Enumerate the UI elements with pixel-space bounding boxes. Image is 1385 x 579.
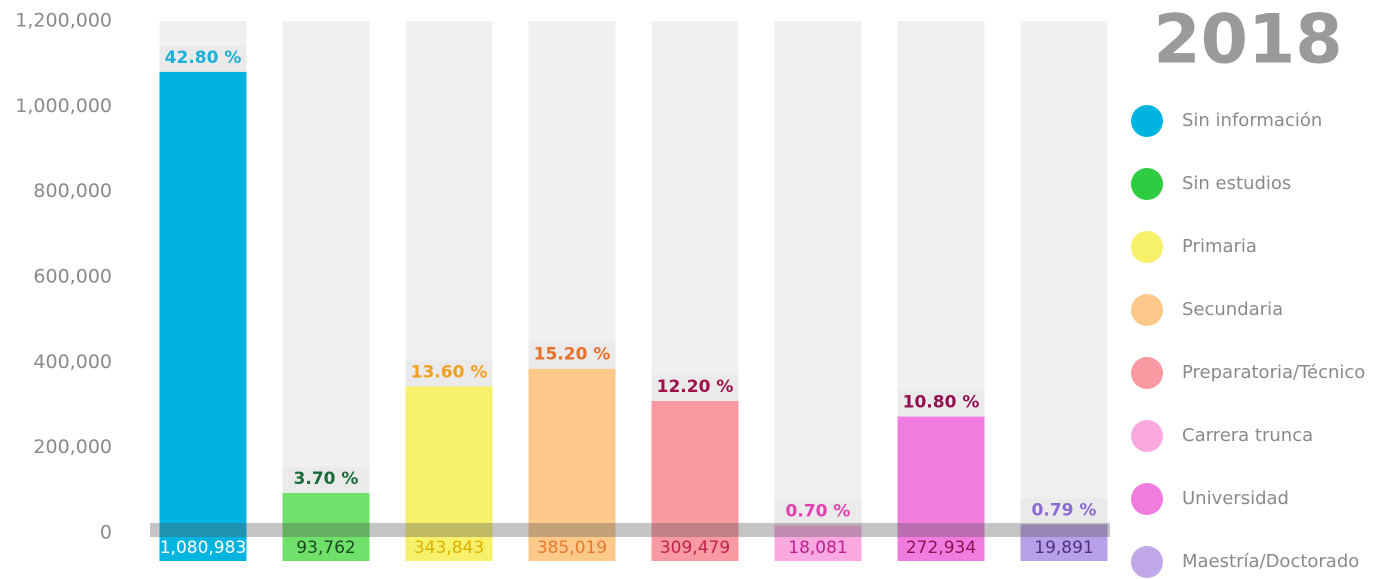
legend-swatch (1131, 483, 1163, 515)
bar (405, 386, 493, 533)
legend-swatch (1131, 168, 1163, 200)
share-label: 15.20 % (534, 345, 611, 365)
value-label: 343,843 (414, 538, 484, 558)
legend-label: Universidad (1182, 488, 1289, 509)
background-column (774, 21, 862, 533)
legend-swatch (1131, 231, 1163, 263)
share-label: 42.80 % (165, 48, 242, 68)
legend-label: Maestría/Doctorado (1182, 551, 1359, 572)
share-label: 10.80 % (903, 393, 980, 413)
share-label: 3.70 % (294, 469, 359, 489)
bar (1020, 524, 1108, 533)
value-label-bg (405, 533, 493, 561)
share-label: 13.60 % (411, 362, 488, 382)
value-label: 1,080,983 (160, 538, 247, 558)
value-label: 93,762 (296, 538, 355, 558)
share-label-bg (159, 45, 247, 72)
y-tick-label: 1,000,000 (15, 95, 112, 117)
share-label-bg (774, 499, 862, 526)
background-column (1020, 21, 1108, 533)
value-label-bg (897, 533, 985, 561)
value-label-bg (159, 533, 247, 561)
value-label: 385,019 (537, 538, 607, 558)
bar (528, 368, 616, 533)
legend-swatch (1131, 105, 1163, 137)
legend-swatch (1131, 294, 1163, 326)
value-label: 309,479 (660, 538, 730, 558)
chart-title: 2018 (1153, 1, 1342, 80)
y-tick-label: 200,000 (33, 436, 112, 458)
legend-swatch (1131, 546, 1163, 578)
background-column (282, 21, 370, 533)
value-label-bg (774, 533, 862, 561)
share-label: 12.20 % (657, 377, 734, 397)
legend-swatch (1131, 420, 1163, 452)
legend-label: Preparatoria/Técnico (1182, 362, 1365, 383)
share-label: 0.70 % (786, 501, 851, 521)
share-label-bg (405, 360, 493, 387)
bar (774, 525, 862, 533)
share-label-bg (282, 466, 370, 493)
value-label-bg (282, 533, 370, 561)
legend-label: Primaria (1182, 236, 1257, 257)
legend-label: Sin estudios (1182, 173, 1291, 194)
value-label-bg (1020, 533, 1108, 561)
y-tick-label: 400,000 (33, 351, 112, 373)
share-label-bg (651, 374, 739, 401)
legend-label: Secundaria (1182, 299, 1283, 320)
value-label: 272,934 (906, 538, 976, 558)
value-label-bg (651, 533, 739, 561)
baseline-shadow (150, 523, 1110, 537)
legend-swatch (1131, 357, 1163, 389)
y-tick-label: 0 (100, 522, 112, 544)
bar (651, 400, 739, 533)
y-tick-label: 600,000 (33, 266, 112, 288)
value-label-bg (528, 533, 616, 561)
legend-label: Carrera trunca (1182, 425, 1313, 446)
bar (282, 492, 370, 533)
share-label: 0.79 % (1032, 501, 1097, 521)
share-label-bg (1020, 498, 1108, 525)
value-label: 19,891 (1034, 538, 1093, 558)
share-label-bg (528, 342, 616, 369)
share-label-bg (897, 390, 985, 417)
legend-label: Sin información (1182, 110, 1322, 131)
y-tick-label: 1,200,000 (15, 10, 112, 32)
y-tick-label: 800,000 (33, 180, 112, 202)
bar (897, 416, 985, 533)
value-label: 18,081 (788, 538, 847, 558)
bar (159, 71, 247, 534)
